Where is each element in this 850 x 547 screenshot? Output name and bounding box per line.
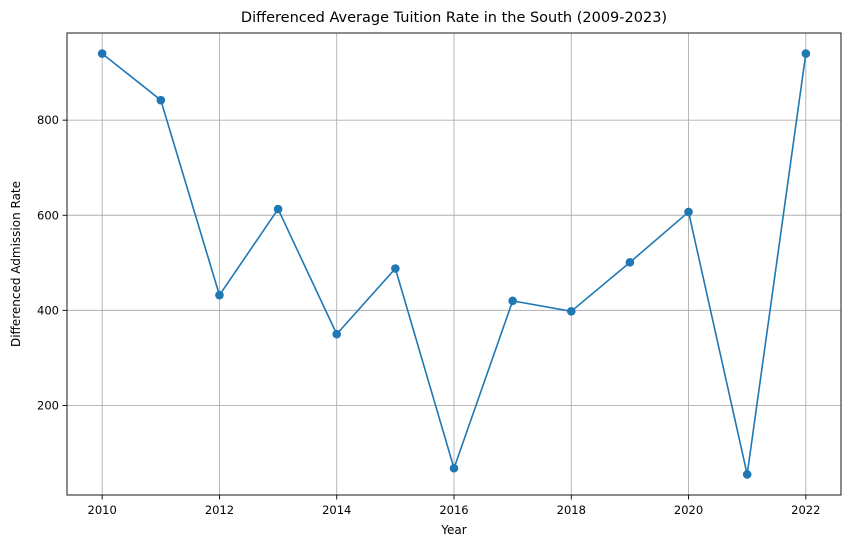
- data-point: [97, 49, 107, 58]
- y-tick-label: 200: [37, 398, 59, 412]
- y-tick-label: 400: [37, 303, 59, 317]
- x-tick-label: 2022: [791, 503, 820, 517]
- data-point: [391, 264, 400, 273]
- y-tick-label: 800: [37, 113, 59, 127]
- data-point: [566, 307, 576, 316]
- y-axis-label: Differenced Admission Rate: [9, 181, 23, 347]
- x-tick-label: 2012: [205, 503, 234, 517]
- x-tick-label: 2014: [322, 503, 351, 517]
- data-point: [625, 258, 635, 267]
- data-point: [508, 296, 517, 306]
- plot-frame: [66, 32, 842, 496]
- x-tick-label: 2020: [674, 503, 703, 517]
- data-point: [156, 95, 166, 105]
- x-tick-label: 2018: [557, 503, 586, 517]
- axis-ticks: 2010 2012 2014 2016 2018 2020 2022 200 400 600 800: [37, 113, 820, 517]
- x-axis-label: Year: [440, 523, 466, 537]
- data-point: [801, 49, 811, 58]
- chart-title: Differenced Average Tuition Rate in the …: [241, 10, 667, 26]
- grid-lines: [67, 33, 841, 495]
- data-point: [684, 207, 693, 217]
- data-point: [742, 470, 752, 479]
- data-point: [449, 463, 459, 473]
- data-point: [215, 290, 224, 300]
- data-point: [273, 204, 283, 214]
- data-point: [332, 329, 342, 339]
- x-tick-label: 2010: [88, 503, 117, 517]
- y-tick-label: 600: [37, 208, 59, 222]
- x-tick-label: 2016: [439, 503, 468, 517]
- series-layer: [97, 49, 811, 479]
